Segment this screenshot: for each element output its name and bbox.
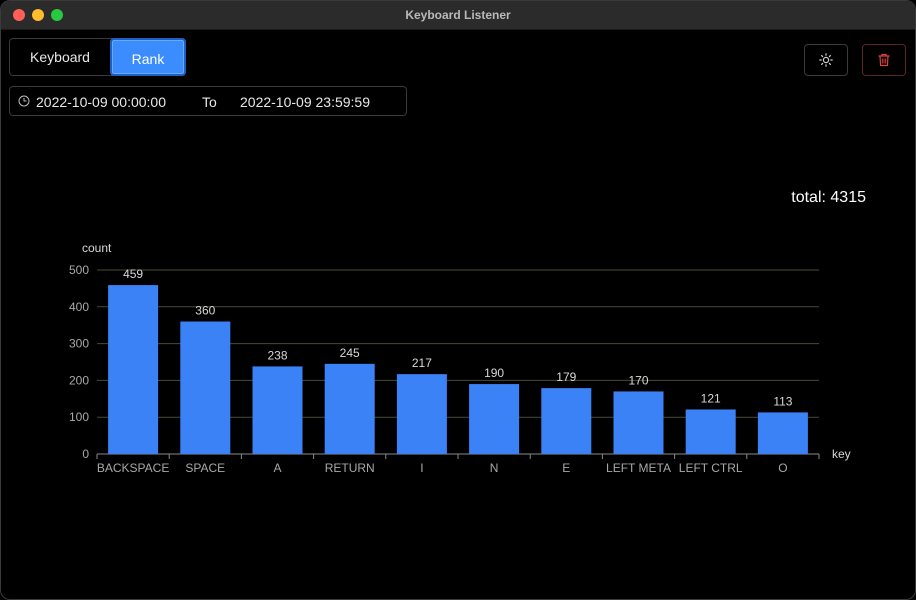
bar [108, 285, 159, 454]
y-tick-label: 300 [69, 337, 89, 351]
x-tick-label: A [273, 461, 281, 475]
sun-icon [819, 53, 833, 67]
bar [396, 374, 447, 454]
x-tick-label: N [490, 461, 499, 475]
x-tick-label: RETURN [325, 461, 375, 475]
bar [685, 409, 736, 454]
total-count: total: 4315 [791, 189, 866, 206]
window-title: Keyboard Listener [405, 8, 511, 22]
x-tick-label: LEFT META [606, 461, 671, 475]
bar-value-label: 121 [701, 391, 721, 405]
y-axis-title: count [82, 241, 112, 255]
bar-value-label: 190 [484, 366, 504, 380]
bar [541, 388, 592, 454]
x-tick-label: SPACE [185, 461, 225, 475]
x-tick-label: E [562, 461, 570, 475]
bar [757, 412, 808, 454]
bar-value-label: 179 [556, 370, 576, 384]
close-window-button[interactable] [13, 9, 25, 21]
bar-value-label: 238 [267, 348, 287, 362]
bar [324, 363, 375, 454]
date-range-separator: To [202, 94, 217, 110]
bar [252, 366, 303, 454]
bar-value-label: 245 [340, 346, 360, 360]
x-tick-label: BACKSPACE [97, 461, 169, 475]
x-axis-title: key [832, 447, 851, 461]
title-bar: Keyboard Listener [1, 1, 915, 30]
bar-value-label: 170 [628, 373, 648, 387]
tab-rank[interactable]: Rank [110, 38, 186, 76]
settings-button[interactable] [804, 44, 848, 76]
trash-icon [878, 53, 890, 67]
minimize-window-button[interactable] [32, 9, 44, 21]
bar-value-label: 113 [773, 394, 792, 408]
maximize-window-button[interactable] [51, 9, 63, 21]
clock-icon [18, 95, 30, 107]
bar-value-label: 217 [412, 356, 432, 370]
bar-value-label: 459 [123, 267, 143, 281]
end-date-input[interactable]: 2022-10-09 23:59:59 [240, 94, 370, 110]
x-tick-label: LEFT CTRL [679, 461, 743, 475]
x-tick-label: O [778, 461, 787, 475]
y-tick-label: 200 [69, 373, 89, 387]
bar [469, 384, 520, 454]
date-range-picker[interactable]: 2022-10-09 00:00:00 To 2022-10-09 23:59:… [9, 86, 407, 116]
y-tick-label: 100 [69, 410, 89, 424]
x-tick-label: I [420, 461, 423, 475]
start-date-input[interactable]: 2022-10-09 00:00:00 [36, 94, 166, 110]
y-tick-label: 500 [69, 263, 89, 277]
y-tick-label: 0 [82, 447, 89, 461]
bar [180, 321, 231, 454]
tab-keyboard[interactable]: Keyboard [30, 49, 90, 65]
view-tabs: Keyboard Rank [9, 38, 186, 76]
bar [613, 391, 664, 454]
y-tick-label: 400 [69, 300, 89, 314]
bar-value-label: 360 [195, 304, 215, 318]
delete-button[interactable] [862, 44, 906, 76]
